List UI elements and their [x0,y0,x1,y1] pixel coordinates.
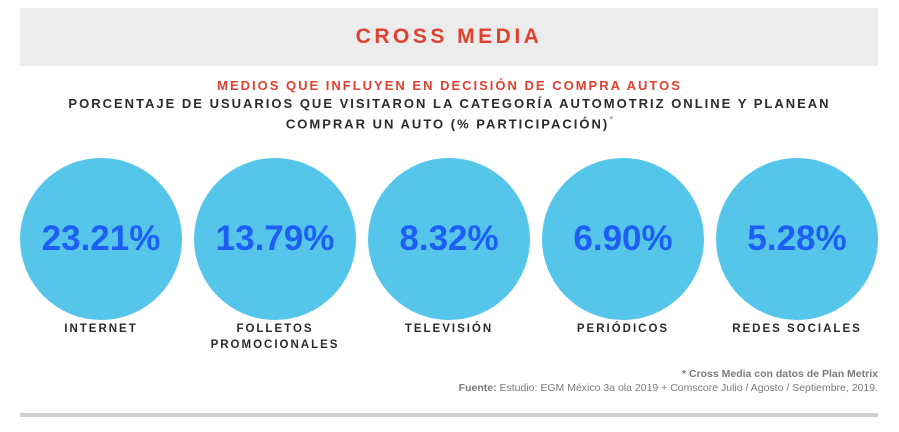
footnote-source: Fuente: Estudio: EGM México 3a ola 2019 … [459,381,878,395]
footnote-note: * Cross Media con datos de Plan Metrix [681,368,878,380]
header-band: CROSS MEDIA [20,8,878,66]
question-asterisk: * [609,115,614,126]
category-label-line: PROMOCIONALES [210,339,340,351]
category-label: FOLLETOS PROMOCIONALES [185,321,365,353]
category-label-line: INTERNET [64,323,138,335]
circle-value-label: 6.90% [573,219,673,258]
question-line-2: COMPRAR UN AUTO (% PARTICIPACIÓN)* [0,112,899,132]
media-circle: 23.21% [20,158,182,320]
bottom-rule [20,413,878,417]
category-label-line: TELEVISIÓN [404,323,494,335]
category-label: INTERNET [11,321,191,337]
category-label: REDES SOCIALES [707,321,887,337]
question-line-1: PORCENTAJE DE USUARIOS QUE VISITARON LA … [68,96,831,111]
media-circle: 13.79% [194,158,356,320]
category-label: TELEVISIÓN [359,321,539,337]
media-circle: 8.32% [368,158,530,320]
media-circle: 6.90% [542,158,704,320]
circle-value-label: 8.32% [399,219,499,258]
chart-question: PORCENTAJE DE USUARIOS QUE VISITARON LA … [0,95,899,132]
footnote-source-text: Estudio: EGM México 3a ola 2019 + Comsco… [499,382,879,394]
page-title: CROSS MEDIA [355,25,543,48]
media-circle: 5.28% [716,158,878,320]
footnote-source-label: Fuente: [458,382,497,394]
circle-value-label: 5.28% [747,219,847,258]
category-label-line: PERIÓDICOS [576,323,670,335]
category-label-line: FOLLETOS [236,323,314,335]
category-label: PERIÓDICOS [533,321,713,337]
chart-subtitle: MEDIOS QUE INFLUYEN EN DECISIÓN DE COMPR… [217,78,682,93]
circle-value-label: 23.21% [41,219,161,258]
footnote: * Cross Media con datos de Plan Metrix F… [459,367,878,395]
question-line-2-text: COMPRAR UN AUTO (% PARTICIPACIÓN) [285,116,610,132]
category-label-line: REDES SOCIALES [732,323,862,335]
circle-value-label: 13.79% [215,219,335,258]
